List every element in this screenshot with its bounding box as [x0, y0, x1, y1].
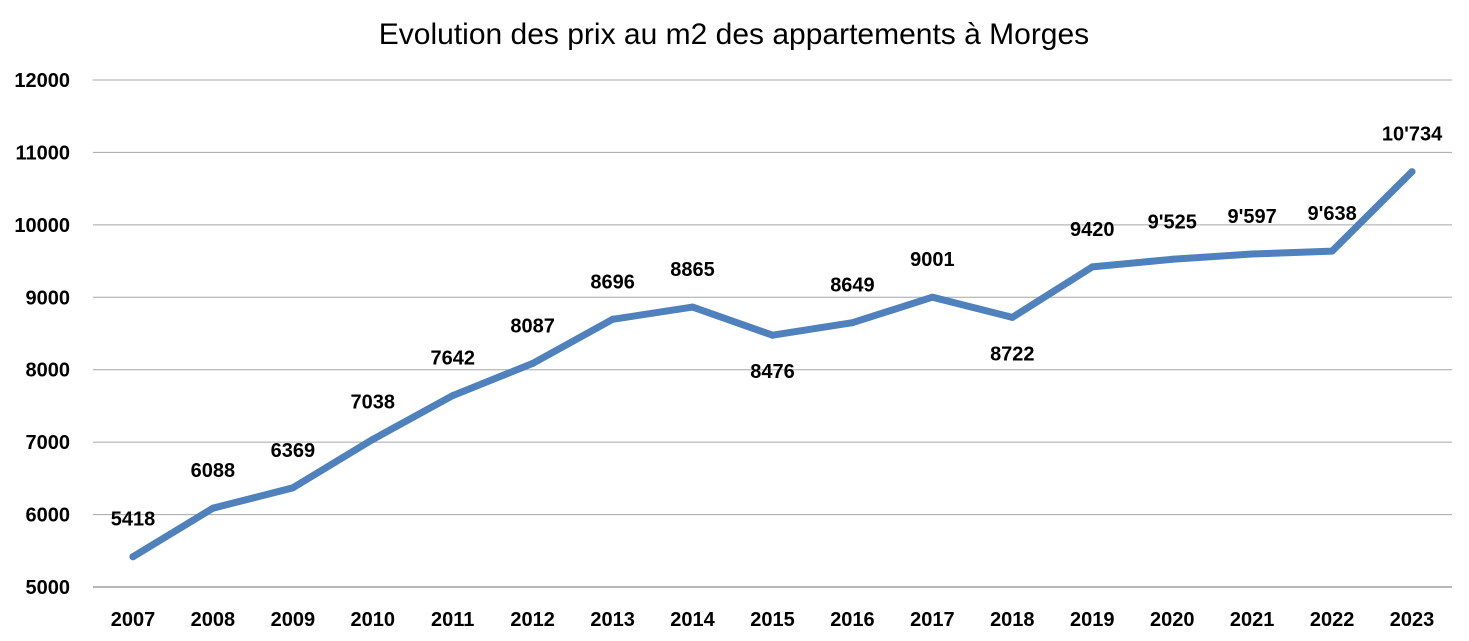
y-tick-label: 9000	[26, 287, 71, 309]
data-point	[848, 319, 856, 327]
data-point	[289, 484, 297, 492]
x-tick-label: 2011	[431, 609, 474, 631]
data-label: 9'597	[1228, 206, 1277, 228]
x-tick-label: 2022	[1310, 609, 1355, 631]
data-point	[769, 331, 776, 339]
data-label: 7038	[351, 391, 396, 413]
data-label: 5418	[111, 509, 156, 531]
data-label: 9420	[1070, 219, 1115, 241]
x-tick-label: 2007	[111, 609, 156, 631]
data-point	[369, 435, 377, 443]
data-labels: 5418 6088 6369 7038 7642 8087 8696 8865 8476 8649…	[111, 124, 1443, 531]
gridlines	[93, 79, 1452, 588]
data-label: 8865	[670, 259, 715, 281]
x-tick-label: 2020	[1150, 609, 1195, 631]
data-point	[129, 553, 137, 561]
y-tick-label: 5000	[26, 577, 71, 599]
data-label: 6088	[191, 460, 236, 482]
data-point	[529, 359, 537, 367]
data-label: 9001	[910, 249, 955, 271]
x-tick-label: 2014	[670, 609, 715, 631]
x-tick-label: 2010	[351, 609, 396, 631]
x-tick-label: 2009	[271, 609, 316, 631]
data-point	[1088, 263, 1096, 271]
data-label: 8722	[990, 343, 1035, 365]
data-label: 9'525	[1148, 211, 1197, 233]
x-tick-label: 2017	[910, 609, 955, 631]
data-point	[689, 303, 697, 311]
y-tick-label: 7000	[26, 432, 71, 454]
x-tick-label: 2008	[191, 609, 236, 631]
data-point	[1168, 255, 1176, 263]
x-tick-label: 2012	[510, 609, 555, 631]
data-point	[1008, 313, 1016, 321]
x-tick-label: 2019	[1070, 609, 1115, 631]
data-label: 8087	[510, 315, 555, 337]
x-axis-ticks: 2007 2008 2009 2010 2011 2012 2013 2014 2015 2016…	[111, 609, 1435, 631]
x-tick-label: 2015	[750, 609, 795, 631]
y-tick-label: 11000	[15, 142, 70, 164]
data-point	[928, 293, 936, 301]
data-point	[1248, 250, 1256, 258]
series-layer	[129, 168, 1416, 561]
x-tick-label: 2021	[1230, 609, 1275, 631]
data-point	[449, 392, 457, 400]
chart-title: Evolution des prix au m2 des appartement…	[379, 18, 1089, 51]
x-tick-label: 2023	[1390, 609, 1435, 631]
y-axis-ticks: 5000 6000 7000 8000 9000 10000 11000 12000	[14, 70, 70, 599]
data-label: 8696	[590, 271, 635, 293]
data-point	[609, 315, 617, 323]
data-point	[1408, 168, 1416, 176]
data-label: 6369	[271, 440, 316, 462]
data-point	[1328, 247, 1336, 255]
data-label: 9'638	[1307, 203, 1356, 225]
x-tick-label: 2018	[990, 609, 1035, 631]
data-label: 10'734	[1382, 124, 1443, 146]
x-tick-label: 2016	[830, 609, 875, 631]
y-tick-label: 8000	[26, 360, 71, 382]
y-tick-label: 10000	[14, 215, 70, 237]
data-label: 8649	[830, 275, 875, 297]
data-label: 8476	[750, 361, 795, 383]
data-point	[209, 504, 217, 512]
y-tick-label: 6000	[26, 505, 71, 527]
y-tick-label: 12000	[14, 70, 70, 92]
x-tick-label: 2013	[590, 609, 635, 631]
data-label: 7642	[430, 348, 475, 370]
